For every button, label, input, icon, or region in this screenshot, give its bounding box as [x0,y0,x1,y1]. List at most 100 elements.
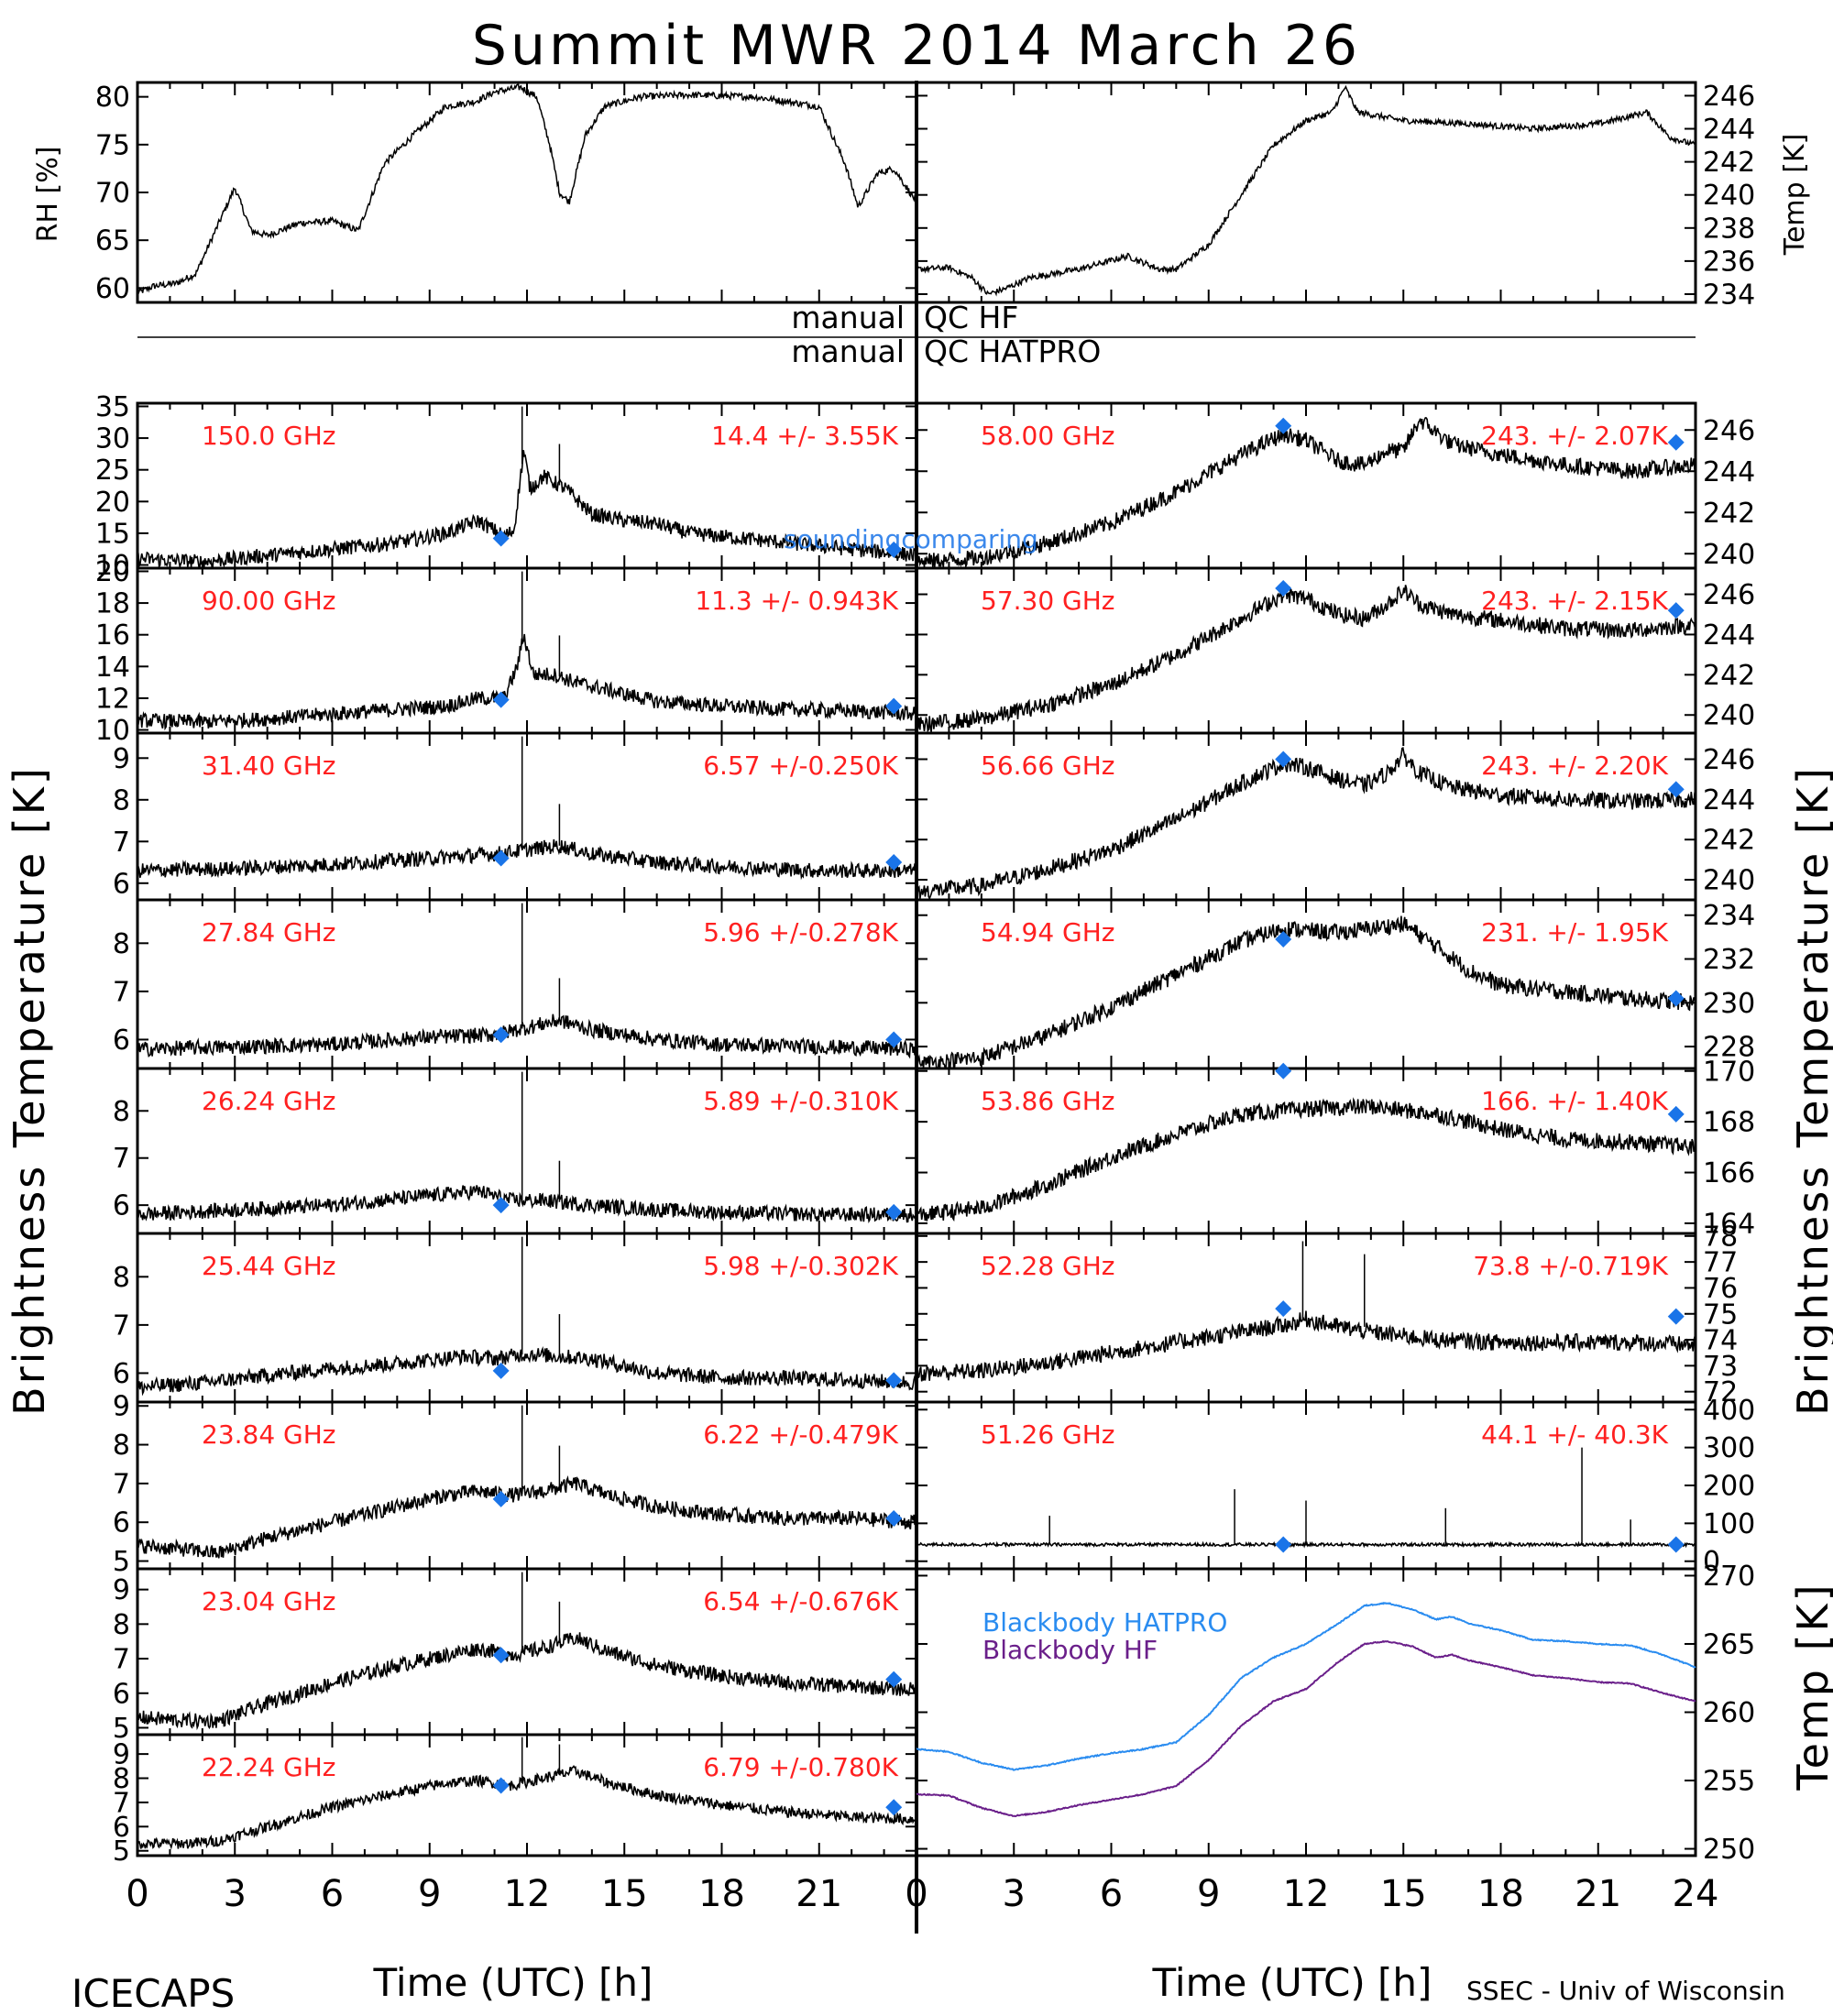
y-tick-label: 242 [1703,825,1755,857]
y-tick-label: 9 [113,743,130,775]
y-tick-label: 250 [1703,1834,1755,1866]
y-tick-label: 238 [1703,213,1755,245]
channel-stat-label: 6.79 +/-0.780K [703,1752,898,1782]
rh-panel: 60 65 70 75 80 [95,81,918,305]
y-tick-label: 244 [1703,784,1755,816]
y-tick-label: 5 [113,1835,130,1868]
y-tick-label: 400 [1703,1395,1755,1427]
channel-freq-label: 51.26 GHz [981,1419,1115,1450]
channel-stat-label: 243. +/- 2.15K [1481,586,1668,616]
y-tick-label: 8 [113,784,130,816]
x-tick-label: 21 [796,1873,842,1915]
channel-freq-label: 23.84 GHz [202,1419,336,1450]
y-tick-label: 265 [1703,1628,1755,1660]
channel-trace [137,450,917,568]
y-tick-label: 10 [95,715,130,747]
blackbody-line [916,1601,1696,1771]
y-tick-label: 246 [1703,744,1755,776]
y-tick-label: 8 [113,1763,130,1795]
y-tick-label: 8 [113,1609,130,1641]
channel-stat-label: 5.89 +/-0.310K [703,1086,898,1116]
x-tick-label: 3 [1003,1873,1026,1915]
channel-freq-label: 25.44 GHz [202,1251,336,1281]
y-tick-label: 240 [1703,539,1755,571]
channel-trace [916,417,1696,570]
y-tick-label: 7 [113,1787,130,1819]
sonde-marker [1275,1300,1292,1318]
y-tick-label: 15 [95,518,130,550]
footer-icecaps: ICECAPS [71,1971,235,2016]
y-tick-label: 35 [95,391,130,423]
channel-freq-label: 58.00 GHz [981,421,1115,451]
y-tick-label: 72 [1703,1376,1738,1408]
y-tick-label: 76 [1703,1273,1738,1305]
y-tick-label: 20 [95,487,130,519]
y-tick-label: 6 [113,868,130,900]
sonde-marker [492,849,510,867]
y-tick-label: 236 [1703,246,1755,278]
rh-axis-label: RH [%] [32,147,64,243]
y-tick-label: 20 [95,556,130,588]
sonde-marker [1667,781,1685,798]
y-tick-label: 7 [113,1143,130,1175]
y-tick-label: 240 [1703,700,1755,732]
y-tick-label: 7 [113,827,130,859]
y-tick-label: 30 [95,423,130,455]
y-tick-label: 166 [1703,1157,1755,1189]
channel-freq-label: 56.66 GHz [981,751,1115,781]
y-tick-label: 8 [113,1430,130,1462]
sonde-marker [885,1509,903,1527]
y-tick-label: 246 [1703,81,1755,113]
y-tick-label: 8 [113,1096,130,1128]
channel-trace [916,747,1696,901]
channel-freq-label: 54.94 GHz [981,917,1115,948]
y-tick-label: 5 [113,1546,130,1578]
y-tick-label: 6 [113,1358,130,1390]
channel-stat-label: 73.8 +/-0.719K [1473,1251,1668,1281]
channel-trace [137,1346,917,1397]
sonde-marker [1667,1308,1685,1325]
y-tick-label: 246 [1703,415,1755,447]
y-tick-label: 242 [1703,498,1755,530]
y-tick-label: 10 [95,550,130,582]
y-tick-label: 5 [113,1713,130,1745]
sonde-marker [885,541,903,558]
y-tick-label: 255 [1703,1766,1755,1798]
sonde-marker [1275,1062,1292,1079]
x-tick-label: 3 [224,1873,247,1915]
sonde-marker [885,1372,903,1389]
x-tick-label: 21 [1575,1873,1621,1915]
blackbody-panel: 250 255 260 265 270 Blackbody HATPROBlackbody… [915,1561,1755,1866]
y-tick-label: 73 [1703,1351,1738,1383]
channel-stat-label: 6.57 +/-0.250K [703,751,898,781]
x-tick-label: 0 [905,1873,927,1915]
y-tick-label: 244 [1703,456,1755,488]
y-tick-label: 78 [1703,1221,1738,1253]
y-tick-label: 8 [113,928,130,960]
channel-trace [137,1632,917,1731]
channel-stat-label: 243. +/- 2.20K [1481,751,1668,781]
sonde-marker [1275,417,1292,434]
y-tick-label: 244 [1703,114,1755,146]
qc-row1-left: manual [791,300,905,335]
sonde-marker [492,1026,510,1044]
channel-stat-label: 11.3 +/- 0.943K [695,586,898,616]
y-tick-label: 7 [113,1644,130,1676]
channel-panel: 240 242 244 246 56.66 GHz 243. +/- 2.20K [915,731,1755,902]
x-tick-label: 18 [698,1873,745,1915]
met-temp-line [916,84,1696,297]
y-tick-label: 6 [113,1678,130,1710]
sonde-marker [1275,1536,1292,1553]
y-tick-label: 12 [95,683,130,715]
sonde-marker [1275,579,1292,597]
x-tick-label: 15 [1380,1873,1427,1915]
y-tick-label: 0 [1703,1546,1720,1578]
bt-left-axis-label: Brightness Temperature [K] [5,765,54,1416]
y-tick-label: 234 [1703,900,1755,932]
channel-trace [916,1540,1696,1549]
